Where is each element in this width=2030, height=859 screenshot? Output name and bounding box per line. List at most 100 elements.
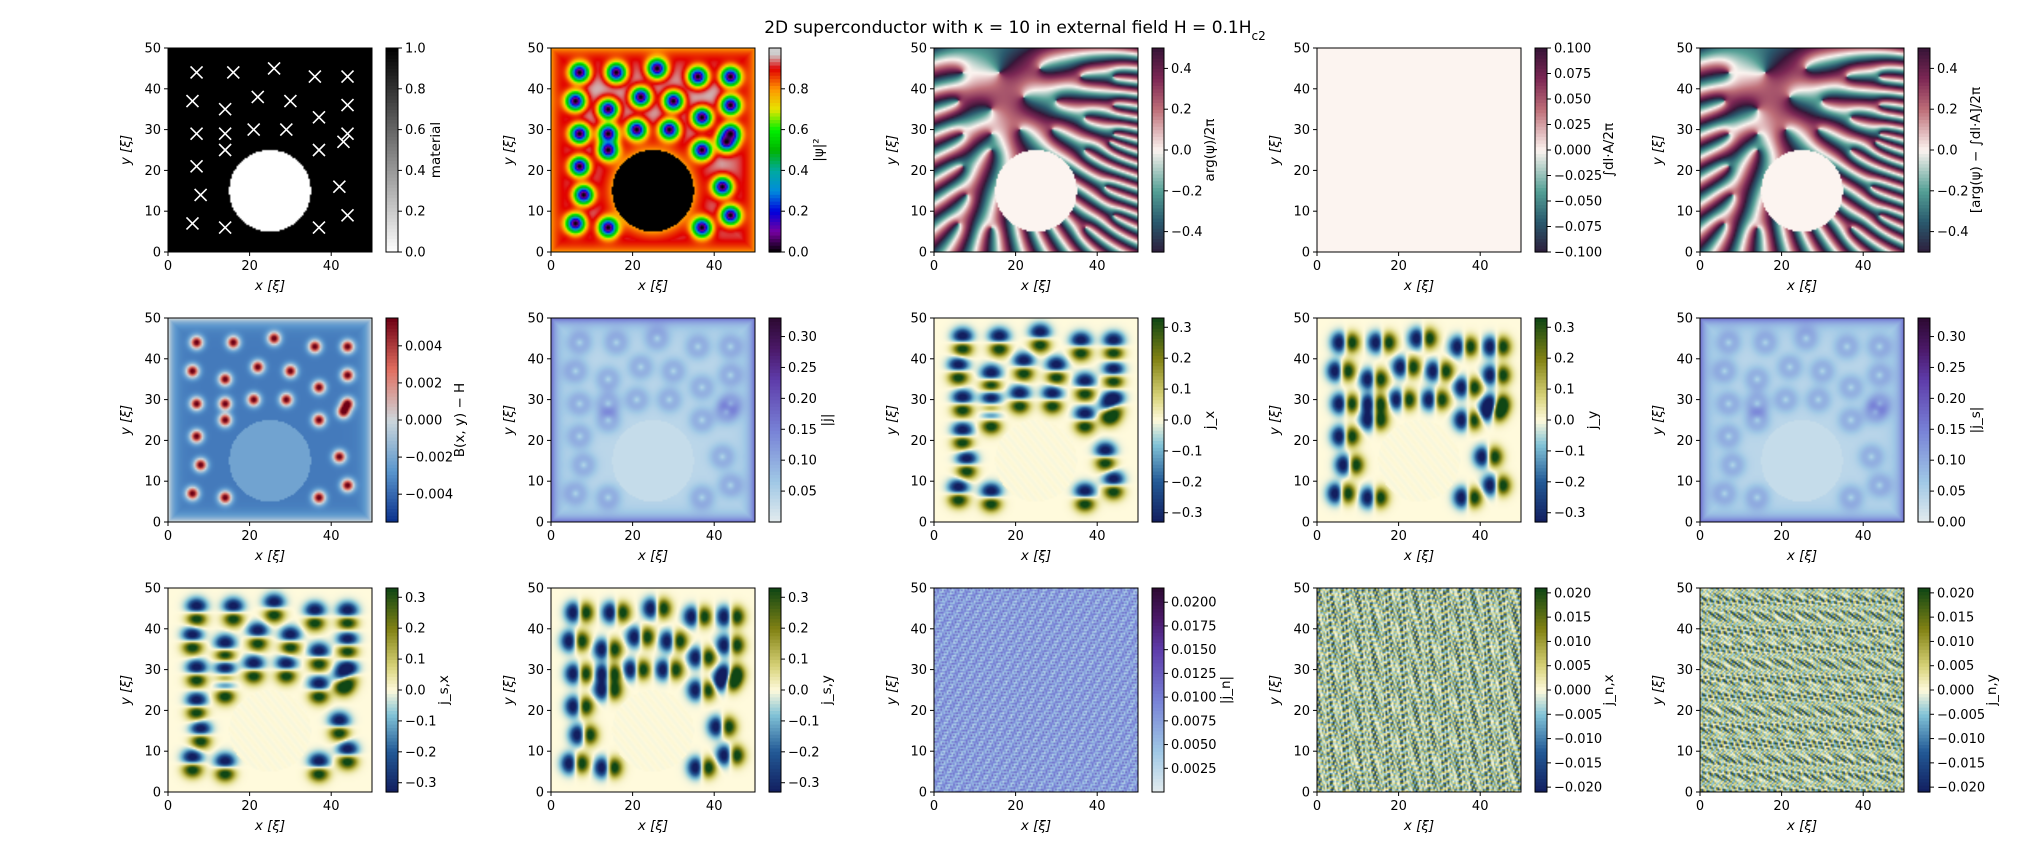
colorbar: −0.4−0.20.00.20.4arg(ψ)/2π bbox=[1152, 48, 1218, 253]
y-tick-label: 10 bbox=[1293, 745, 1310, 760]
y-tick-label: 10 bbox=[144, 205, 161, 220]
colorbar-segment bbox=[1535, 242, 1547, 246]
colorbar-segment bbox=[386, 242, 398, 246]
colorbar-segment bbox=[386, 198, 398, 202]
colorbar-tick-label: −0.2 bbox=[788, 745, 820, 760]
y-tick-label: 50 bbox=[910, 42, 927, 57]
colorbar-segment bbox=[1152, 413, 1164, 417]
colorbar-tick-label: 0.2 bbox=[788, 205, 809, 220]
x-tick-label: 40 bbox=[1855, 529, 1872, 544]
colorbar-tick-label: 0.010 bbox=[1554, 635, 1591, 650]
y-tick-label: 50 bbox=[1676, 582, 1693, 597]
y-tick-label: 40 bbox=[910, 622, 927, 637]
colorbar-segment bbox=[1918, 225, 1930, 229]
colorbar-segment bbox=[1152, 328, 1164, 332]
colorbar-tick-label: −0.2 bbox=[1171, 475, 1203, 490]
colorbar-segment bbox=[1152, 174, 1164, 178]
colorbar-segment bbox=[1918, 232, 1930, 236]
colorbar-segment bbox=[769, 328, 781, 332]
x-axis-label: x [ξ] bbox=[1020, 548, 1051, 564]
colorbar-segment bbox=[1535, 362, 1547, 366]
colorbar-tick-label: 0.1 bbox=[405, 653, 426, 668]
x-tick-label: 40 bbox=[1855, 799, 1872, 814]
y-tick-label: 20 bbox=[144, 164, 161, 179]
x-tick-label: 40 bbox=[1472, 799, 1489, 814]
colorbar-segment bbox=[1918, 174, 1930, 178]
colorbar-segment bbox=[386, 464, 398, 468]
colorbar-segment bbox=[1152, 362, 1164, 366]
y-tick-label: 0 bbox=[153, 786, 161, 801]
y-tick-label: 0 bbox=[1685, 786, 1693, 801]
colorbar-tick-label: 0.30 bbox=[1937, 330, 1966, 345]
y-tick-label: 40 bbox=[527, 622, 544, 637]
y-tick-label: 40 bbox=[1293, 352, 1310, 367]
x-tick-label: 40 bbox=[323, 529, 340, 544]
colorbar: −0.4−0.20.00.20.4[arg(ψ) − ∫dl·A]/2π bbox=[1918, 48, 1984, 253]
y-tick-label: 20 bbox=[527, 704, 544, 719]
colorbar-segment bbox=[386, 215, 398, 219]
x-tick-label: 0 bbox=[1313, 529, 1321, 544]
x-axis-label: x [ξ] bbox=[1403, 278, 1434, 294]
colorbar-tick-label: −0.3 bbox=[788, 776, 820, 791]
colorbar-segment bbox=[769, 191, 781, 195]
y-tick-label: 20 bbox=[1676, 164, 1693, 179]
colorbar-tick-label: −0.010 bbox=[1554, 732, 1602, 747]
colorbar-segment bbox=[1535, 225, 1547, 229]
y-tick-label: 10 bbox=[1676, 475, 1693, 490]
colorbar-tick-label: 0.0 bbox=[1554, 414, 1575, 429]
y-tick-label: 50 bbox=[527, 42, 544, 57]
y-tick-label: 30 bbox=[527, 123, 544, 138]
colorbar-segment bbox=[1152, 396, 1164, 400]
x-axis-label: x [ξ] bbox=[1020, 278, 1051, 294]
colorbar-tick-label: −0.015 bbox=[1554, 756, 1602, 771]
colorbar-tick-label: 0.2 bbox=[1937, 103, 1958, 118]
colorbar-segment bbox=[769, 215, 781, 219]
y-tick-label: 10 bbox=[910, 475, 927, 490]
y-tick-label: 50 bbox=[527, 312, 544, 327]
x-axis-label: x [ξ] bbox=[254, 548, 285, 564]
colorbar-label: j_n,x bbox=[1601, 674, 1617, 706]
colorbar-tick-label: −0.4 bbox=[1171, 225, 1203, 240]
colorbar-segment bbox=[1918, 208, 1930, 212]
x-tick-label: 0 bbox=[164, 529, 172, 544]
y-tick-label: 20 bbox=[1293, 164, 1310, 179]
colorbar-segment bbox=[1918, 157, 1930, 161]
x-tick-label: 20 bbox=[1007, 529, 1024, 544]
colorbar-tick-label: 0.4 bbox=[1171, 62, 1192, 77]
y-tick-label: 30 bbox=[144, 123, 161, 138]
colorbar: −0.3−0.2−0.10.00.10.20.3j_y bbox=[1535, 318, 1601, 523]
colorbar-segment bbox=[1152, 181, 1164, 185]
colorbar-tick-label: 0.2 bbox=[405, 205, 426, 220]
x-tick-label: 20 bbox=[241, 799, 258, 814]
colorbar-segment bbox=[1918, 413, 1930, 417]
y-tick-label: 30 bbox=[527, 663, 544, 678]
colorbar-tick-label: −0.025 bbox=[1554, 169, 1602, 184]
heatmap-image bbox=[551, 318, 755, 522]
colorbar-segment bbox=[1535, 413, 1547, 417]
colorbar-segment bbox=[1152, 242, 1164, 246]
heatmap-image bbox=[1317, 318, 1521, 522]
panel-j_mag: 0 20 4001020304050x [ξ]y [ξ]0.050.100.150.… bbox=[501, 312, 835, 565]
y-tick-label: 30 bbox=[1676, 393, 1693, 408]
colorbar-segment bbox=[769, 318, 781, 322]
colorbar: −0.3−0.2−0.10.00.10.20.3j_x bbox=[1152, 318, 1218, 523]
y-tick-label: 50 bbox=[144, 312, 161, 327]
colorbar-segment bbox=[769, 157, 781, 161]
y-tick-label: 0 bbox=[536, 246, 544, 261]
y-tick-label: 40 bbox=[144, 82, 161, 97]
colorbar-segment bbox=[1152, 318, 1164, 322]
colorbar-tick-label: 0.6 bbox=[405, 123, 426, 138]
colorbar-label: |j_n| bbox=[1218, 676, 1234, 704]
y-axis-label: y [ξ] bbox=[501, 675, 517, 706]
colorbar-segment bbox=[769, 379, 781, 383]
y-tick-label: 20 bbox=[910, 704, 927, 719]
colorbar-tick-label: 0.050 bbox=[1554, 93, 1591, 108]
y-tick-label: 10 bbox=[1293, 205, 1310, 220]
y-tick-label: 30 bbox=[1293, 663, 1310, 678]
colorbar-tick-label: −0.050 bbox=[1554, 195, 1602, 210]
colorbar-segment bbox=[1918, 345, 1930, 349]
colorbar-segment bbox=[1152, 48, 1164, 52]
y-axis-label: y [ξ] bbox=[501, 405, 517, 436]
heatmap-image bbox=[1317, 48, 1521, 252]
